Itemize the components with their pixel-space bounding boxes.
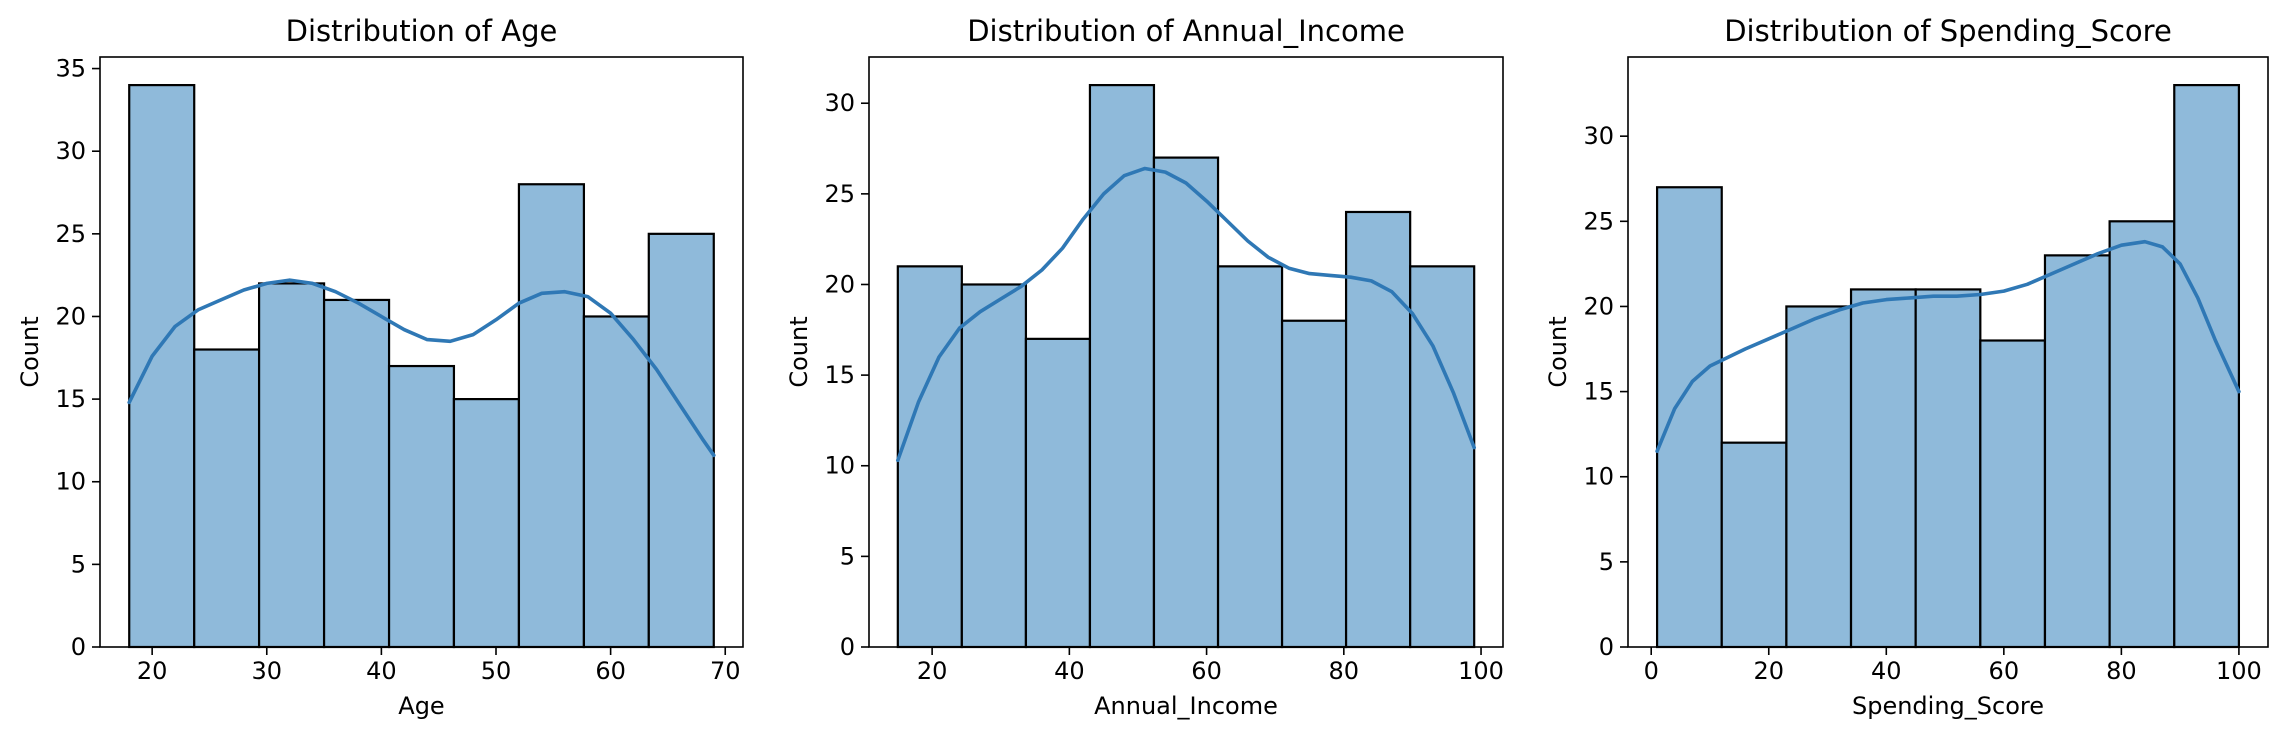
histogram-bar [452, 398, 521, 649]
x-tick-label: 40 [1054, 657, 1085, 685]
chart-panel-1: 20 30 40 50 60 70 0 5 10 15 20 25 30 35 Distribution o… [16, 14, 744, 720]
histogram-bar [2043, 254, 2111, 649]
x-tick-label: 100 [2216, 657, 2262, 685]
x-tick-label: 50 [481, 657, 512, 685]
histogram-bar [960, 283, 1028, 649]
y-tick-label: 0 [71, 633, 86, 661]
histogram-bar [896, 265, 963, 649]
y-tick-label: 25 [824, 180, 855, 208]
y-tick-label: 15 [824, 361, 855, 389]
y-tick-label: 10 [1583, 463, 1614, 491]
y-tick-label: 5 [840, 542, 855, 570]
x-tick-label: 60 [595, 657, 626, 685]
x-tick-label: 20 [1753, 657, 1784, 685]
y-tick-label: 5 [1599, 548, 1614, 576]
histogram-bar [1785, 305, 1853, 649]
x-tick-label: 40 [1871, 657, 1902, 685]
x-tick-label: 0 [1644, 657, 1659, 685]
y-tick-label: 20 [824, 270, 855, 298]
histogram-bar [1720, 441, 1788, 649]
x-axis-label: Annual_Income [1094, 692, 1278, 720]
x-tick-label: 60 [1191, 657, 1222, 685]
histogram-bar [1024, 337, 1092, 649]
x-tick-label: 20 [137, 657, 168, 685]
histogram-bar [1849, 288, 1917, 649]
histogram-bar [1979, 339, 2047, 649]
x-tick-label: 100 [1458, 657, 1504, 685]
chart-title: Distribution of Age [286, 14, 558, 48]
histogram-bar [1914, 288, 1982, 649]
histogram-bar [387, 364, 456, 649]
chart-panel-2: 20 40 60 80 100 0 5 10 15 20 25 30 Distribution of A… [785, 14, 1504, 720]
y-tick-label: 15 [55, 385, 86, 413]
chart-title: Distribution of Spending_Score [1724, 14, 2172, 48]
axes-frame [99, 56, 744, 648]
y-axis-label: Count [1544, 316, 1572, 387]
y-tick-label: 20 [55, 302, 86, 330]
y-tick-label: 15 [1583, 378, 1614, 406]
histogram-bar [1655, 186, 1723, 649]
x-tick-label: 60 [1989, 657, 2020, 685]
y-tick-label: 30 [1583, 122, 1614, 150]
x-axis-label: Age [398, 692, 444, 720]
y-tick-label: 0 [840, 633, 855, 661]
x-axis-label: Spending_Score [1852, 692, 2044, 720]
x-tick-label: 70 [710, 657, 741, 685]
histogram-bar [1216, 265, 1284, 649]
x-tick-label: 40 [366, 657, 397, 685]
x-tick-label: 80 [2106, 657, 2137, 685]
histogram-bar [517, 183, 586, 649]
histogram-bar [193, 348, 261, 649]
y-tick-label: 0 [1599, 633, 1614, 661]
histogram-bar [322, 298, 391, 649]
y-tick-label: 30 [824, 89, 855, 117]
x-tick-label: 30 [251, 657, 282, 685]
histogram-bar [582, 315, 650, 649]
histogram-bar [128, 83, 196, 649]
y-axis-label: Count [16, 316, 44, 387]
y-tick-label: 20 [1583, 292, 1614, 320]
y-tick-label: 35 [55, 55, 86, 83]
y-tick-label: 5 [71, 550, 86, 578]
y-tick-label: 10 [824, 452, 855, 480]
axes-frame [1627, 56, 2269, 648]
y-tick-label: 25 [1583, 207, 1614, 235]
y-tick-label: 10 [55, 468, 86, 496]
kde-line [127, 278, 716, 458]
y-tick-label: 25 [55, 220, 86, 248]
histogram-bar [1152, 156, 1220, 649]
chart-panel-3: 0 20 40 60 80 100 0 5 10 15 20 25 30 Distribution of … [1544, 14, 2269, 720]
chart-title: Distribution of Annual_Income [967, 14, 1405, 48]
histogram-bar [2108, 220, 2176, 649]
kde-line [1655, 239, 2241, 454]
y-axis-label: Count [785, 316, 813, 387]
axes-frame [868, 56, 1504, 648]
kde-line [895, 166, 1476, 463]
y-tick-label: 30 [55, 137, 86, 165]
x-tick-label: 80 [1329, 657, 1360, 685]
histogram-bar [1280, 319, 1348, 649]
x-tick-label: 20 [917, 657, 948, 685]
histogram-bar [2173, 83, 2241, 649]
histogram-bar [257, 282, 326, 649]
